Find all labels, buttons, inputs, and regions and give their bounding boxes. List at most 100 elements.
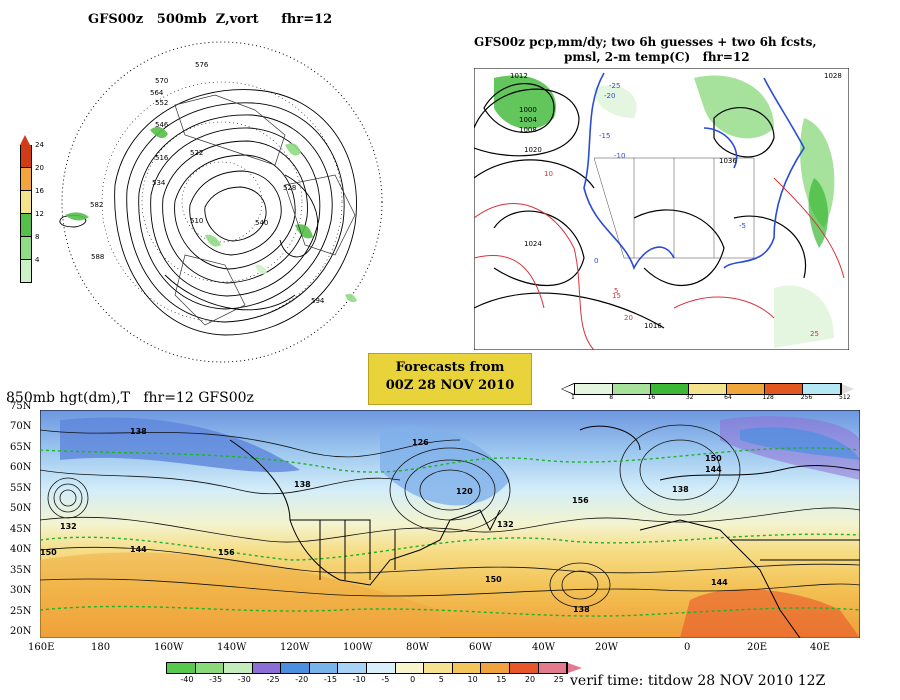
temp-legend-label: 0 bbox=[410, 675, 416, 684]
pressure-label-1028: 1028 bbox=[824, 72, 842, 80]
temp-legend bbox=[152, 662, 582, 674]
lat-label: 75N bbox=[10, 401, 32, 412]
pressure-label-1008: 1008 bbox=[519, 126, 537, 134]
lat-label: 65N bbox=[10, 441, 32, 453]
height-contour-label: 138 bbox=[573, 605, 590, 614]
temp-label-minus20: -20 bbox=[604, 92, 615, 100]
pcp-legend-label: 32 bbox=[685, 394, 694, 401]
lon-label: 20W bbox=[595, 642, 619, 653]
temp-legend-cell bbox=[167, 663, 196, 673]
temp-legend-labels: -40 -35 -30 -25 -20 -15 -10 -5 0 5 10 15 20 25 bbox=[166, 675, 568, 687]
lon-label: 120W bbox=[280, 642, 310, 653]
vort-legend-cell: 20 bbox=[20, 164, 44, 191]
pcp-legend-cell bbox=[803, 384, 841, 394]
vort-legend: 24 20 16 12 8 4 bbox=[20, 135, 44, 283]
lon-label: 60W bbox=[469, 642, 493, 653]
pcp-legend-label: 512 bbox=[839, 394, 851, 401]
vort-legend-label: 16 bbox=[35, 187, 44, 195]
temp-legend-label: 10 bbox=[467, 675, 478, 684]
temp-legend-right-arrow-icon bbox=[568, 663, 582, 673]
pressure-label-1004: 1004 bbox=[519, 116, 537, 124]
contour-label-534: 534 bbox=[152, 179, 166, 187]
temp-legend-label: -10 bbox=[352, 675, 366, 684]
temp-label-minus5: -5 bbox=[739, 222, 746, 230]
height-contour-label: 138 bbox=[130, 427, 147, 436]
lon-label: 40W bbox=[532, 642, 556, 653]
contour-label-588: 588 bbox=[91, 253, 104, 261]
temp-label-minus25: -25 bbox=[609, 82, 620, 90]
lat-label: 40N bbox=[10, 544, 32, 556]
pressure-label-1016: 1016 bbox=[644, 322, 662, 330]
lat-label: 35N bbox=[10, 564, 32, 576]
polar-500mb-map: 576 570 564 552 546 540 534 528 522 516 … bbox=[59, 41, 383, 363]
contour-label-582: 582 bbox=[90, 201, 103, 209]
height-contour-label: 144 bbox=[705, 465, 722, 474]
height-contour-label: 138 bbox=[294, 480, 311, 489]
legend-left-arrow-icon bbox=[561, 383, 574, 395]
lon-label: 80W bbox=[406, 642, 430, 653]
contour-label-594: 594 bbox=[311, 297, 325, 305]
pcp-legend-cell bbox=[613, 384, 651, 394]
contour-label-564: 564 bbox=[150, 89, 164, 97]
height-contour-label: 156 bbox=[572, 496, 589, 505]
lat-label: 55N bbox=[10, 482, 32, 494]
temp-legend-cell bbox=[481, 663, 510, 673]
lat-label: 25N bbox=[10, 605, 32, 617]
temp-label-10: 10 bbox=[544, 170, 553, 178]
temp-legend-label: -30 bbox=[237, 675, 251, 684]
pcp-pmsl-map: 1012 1000 1004 1008 1020 1024 1016 1028 … bbox=[474, 68, 849, 350]
contour-label-540: 540 bbox=[255, 219, 268, 227]
temp-legend-cell bbox=[195, 663, 225, 673]
height-contour-label: 156 bbox=[218, 548, 235, 557]
temp-legend-cell bbox=[338, 663, 368, 673]
pcp-legend-label: 8 bbox=[609, 394, 614, 401]
height-contour-label: 150 bbox=[485, 575, 502, 584]
contour-label-576: 576 bbox=[195, 61, 209, 69]
height-contour-label: 138 bbox=[672, 485, 689, 494]
height-contour-label: 120 bbox=[456, 487, 473, 496]
banner-line-1: Forecasts from bbox=[395, 360, 505, 375]
pcp-legend-cell bbox=[727, 384, 765, 394]
temp-legend-cell bbox=[252, 663, 282, 673]
temp-label-0: 0 bbox=[594, 257, 598, 265]
temp-label-25: 25 bbox=[810, 330, 819, 338]
temp-legend-label: -15 bbox=[323, 675, 337, 684]
temp-label-minus15: -15 bbox=[599, 132, 610, 140]
pcp-legend-label: 1 bbox=[571, 394, 575, 401]
contour-label-546: 546 bbox=[155, 121, 169, 129]
contour-label-552: 552 bbox=[155, 99, 168, 107]
temp-legend-label: 25 bbox=[553, 675, 564, 684]
pcp-legend-labels: 1 8 16 32 64 128 256 512 bbox=[571, 394, 850, 404]
panel-pcp-title-2: pmsl, 2-m temp(C) fhr=12 bbox=[564, 50, 750, 64]
pressure-label-1036: 1036 bbox=[719, 157, 737, 165]
pcp-legend-label: 64 bbox=[724, 394, 732, 401]
pcp-legend-label: 16 bbox=[647, 394, 656, 401]
temp-legend-cell bbox=[309, 663, 339, 673]
lon-label: 140W bbox=[217, 642, 247, 653]
lat-label: 50N bbox=[10, 503, 32, 515]
temp-label-20: 20 bbox=[624, 314, 633, 322]
map-850mb bbox=[40, 410, 860, 638]
temp-legend-cell bbox=[224, 663, 253, 673]
pressure-label-1020: 1020 bbox=[524, 146, 542, 154]
temp-legend-label: -5 bbox=[381, 675, 390, 684]
pcp-legend-cell bbox=[575, 384, 613, 394]
vort-legend-cell: 12 bbox=[20, 210, 44, 237]
legend-right-arrow-icon bbox=[842, 384, 854, 394]
lat-label: 60N bbox=[10, 462, 32, 474]
verif-time: verif time: titdow 28 NOV 2010 12Z bbox=[570, 673, 826, 689]
temp-legend-cell bbox=[509, 663, 539, 673]
contour-label-528: 528 bbox=[283, 184, 296, 192]
lon-label: 100W bbox=[343, 642, 373, 653]
temp-legend-label: 5 bbox=[438, 675, 444, 684]
vort-legend-label: 12 bbox=[35, 210, 44, 218]
contour-label-522: 522 bbox=[190, 149, 203, 157]
contour-label-510: 510 bbox=[190, 217, 203, 225]
temp-legend-cell bbox=[424, 663, 453, 673]
legend-arrow-icon bbox=[20, 135, 30, 145]
temp-legend-cell bbox=[538, 663, 568, 673]
pcp-legend bbox=[561, 383, 854, 395]
lon-label: 40E bbox=[810, 642, 831, 653]
lat-label: 70N bbox=[10, 421, 32, 433]
forecast-banner: Forecasts from 00Z 28 NOV 2010 bbox=[368, 353, 532, 405]
